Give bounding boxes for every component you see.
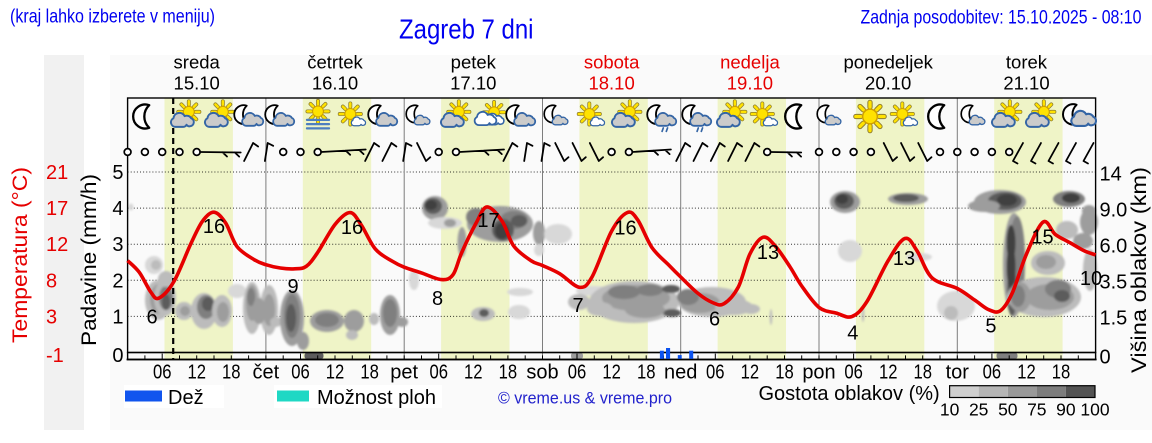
- svg-text:21: 21: [46, 162, 68, 184]
- svg-text:10: 10: [1080, 268, 1102, 290]
- svg-text:sob: sob: [526, 362, 558, 384]
- svg-text:1: 1: [112, 306, 123, 328]
- svg-text:tor: tor: [946, 362, 970, 384]
- svg-text:8: 8: [432, 288, 443, 310]
- svg-text:15.10: 15.10: [174, 73, 220, 94]
- svg-text:06: 06: [706, 362, 725, 384]
- svg-text:17.10: 17.10: [450, 73, 496, 94]
- svg-text:19.10: 19.10: [727, 73, 773, 94]
- svg-text:ponedeljek: ponedeljek: [843, 52, 933, 73]
- svg-text:12: 12: [1017, 362, 1036, 384]
- svg-text:12: 12: [602, 362, 621, 384]
- svg-text:9.0: 9.0: [1100, 199, 1128, 221]
- svg-text:čet: čet: [253, 362, 280, 384]
- svg-text:12: 12: [46, 234, 68, 256]
- svg-text:© vreme.us & vreme.pro: © vreme.us & vreme.pro: [498, 389, 672, 408]
- svg-text:18: 18: [222, 362, 241, 384]
- svg-text:7: 7: [572, 295, 583, 317]
- svg-text:5: 5: [112, 162, 123, 184]
- svg-text:6.0: 6.0: [1100, 236, 1128, 258]
- svg-text:21.10: 21.10: [1003, 73, 1049, 94]
- svg-text:16: 16: [203, 216, 225, 238]
- svg-text:4: 4: [847, 322, 858, 344]
- svg-text:Gostota oblakov (%): Gostota oblakov (%): [759, 383, 940, 405]
- svg-text:0: 0: [1100, 346, 1111, 368]
- svg-text:06: 06: [291, 362, 310, 384]
- svg-text:3: 3: [46, 306, 57, 328]
- svg-text:12: 12: [464, 362, 483, 384]
- svg-text:20.10: 20.10: [865, 73, 911, 94]
- svg-text:17: 17: [46, 198, 68, 220]
- svg-text:2: 2: [112, 270, 123, 292]
- svg-text:06: 06: [429, 362, 448, 384]
- svg-text:18: 18: [637, 362, 656, 384]
- svg-text:13: 13: [893, 248, 915, 270]
- svg-text:06: 06: [844, 362, 863, 384]
- svg-text:90: 90: [1056, 400, 1076, 420]
- svg-text:Višina oblakov (km): Višina oblakov (km): [1128, 167, 1151, 373]
- svg-text:18: 18: [360, 362, 379, 384]
- svg-text:18.10: 18.10: [588, 73, 634, 94]
- svg-text:sreda: sreda: [174, 52, 221, 73]
- svg-text:16.10: 16.10: [312, 73, 358, 94]
- svg-text:18: 18: [1052, 362, 1071, 384]
- svg-text:12: 12: [879, 362, 898, 384]
- svg-text:-1: -1: [46, 345, 64, 367]
- svg-text:25: 25: [969, 400, 988, 420]
- svg-text:18: 18: [499, 362, 518, 384]
- svg-text:četrtek: četrtek: [307, 52, 363, 73]
- svg-text:16: 16: [614, 218, 636, 240]
- svg-text:9: 9: [287, 276, 298, 298]
- svg-text:12: 12: [326, 362, 345, 384]
- svg-text:15: 15: [1031, 227, 1053, 249]
- svg-text:3: 3: [112, 234, 123, 256]
- svg-text:torek: torek: [1006, 52, 1048, 73]
- svg-text:12: 12: [741, 362, 760, 384]
- svg-text:6: 6: [709, 309, 720, 331]
- svg-text:Zagreb 7 dni: Zagreb 7 dni: [399, 14, 534, 45]
- svg-text:ned: ned: [664, 362, 697, 384]
- svg-text:100: 100: [1080, 400, 1109, 420]
- svg-text:petek: petek: [451, 52, 497, 73]
- svg-text:Padavine (mm/h): Padavine (mm/h): [78, 174, 101, 346]
- svg-text:14: 14: [1100, 163, 1122, 185]
- svg-text:1.5: 1.5: [1100, 308, 1128, 330]
- svg-text:Temperatura (°C): Temperatura (°C): [9, 167, 32, 343]
- svg-text:10: 10: [940, 400, 960, 420]
- svg-text:18: 18: [913, 362, 932, 384]
- svg-text:4: 4: [112, 198, 123, 220]
- svg-text:13: 13: [757, 242, 779, 264]
- svg-text:Možnost ploh: Možnost ploh: [317, 387, 436, 409]
- svg-text:sobota: sobota: [584, 52, 640, 73]
- svg-text:Zadnja posodobitev: 15.10.2025: Zadnja posodobitev: 15.10.2025 - 08:10: [861, 8, 1142, 29]
- svg-text:16: 16: [341, 217, 363, 239]
- svg-text:18: 18: [775, 362, 794, 384]
- svg-text:3.5: 3.5: [1100, 272, 1128, 294]
- svg-text:nedelja: nedelja: [720, 52, 780, 73]
- svg-text:pet: pet: [390, 362, 418, 384]
- svg-text:0: 0: [112, 345, 123, 367]
- svg-text:06: 06: [568, 362, 587, 384]
- svg-text:17: 17: [477, 210, 499, 232]
- svg-text:50: 50: [998, 400, 1018, 420]
- svg-text:5: 5: [985, 315, 996, 337]
- svg-text:06: 06: [983, 362, 1002, 384]
- svg-text:06: 06: [153, 362, 172, 384]
- svg-text:(kraj lahko izberete v meniju): (kraj lahko izberete v meniju): [10, 6, 215, 27]
- svg-text:Dež: Dež: [168, 387, 204, 409]
- svg-text:12: 12: [187, 362, 206, 384]
- svg-text:8: 8: [46, 270, 57, 292]
- svg-text:6: 6: [147, 306, 158, 328]
- svg-text:pon: pon: [802, 362, 835, 384]
- svg-text:75: 75: [1027, 400, 1046, 420]
